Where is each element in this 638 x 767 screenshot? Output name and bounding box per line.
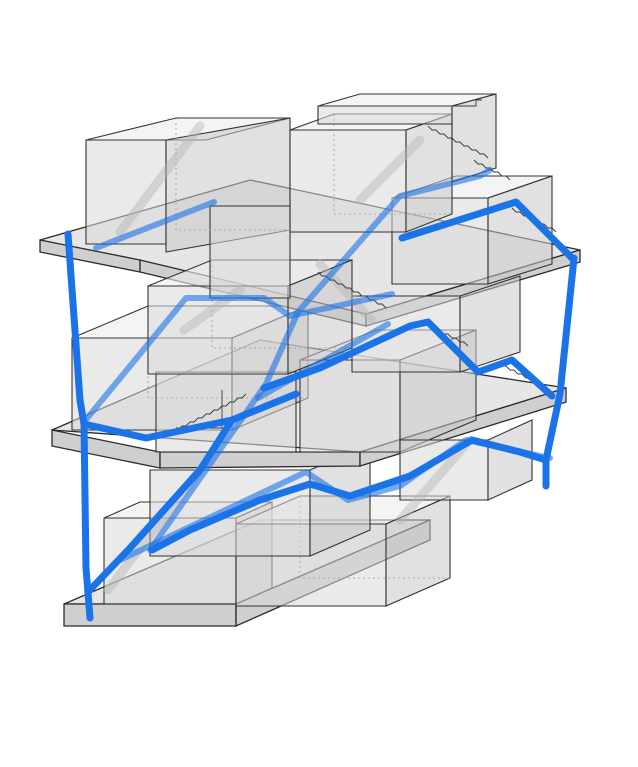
circulation-route-far-2 <box>81 291 395 425</box>
circulation-route-lower-diagonal <box>84 416 236 596</box>
circulation-route-upper-north <box>398 198 576 262</box>
volumes-roof <box>85 93 497 299</box>
circulation-route-middle <box>260 318 556 400</box>
circulation-route-west-diagonal <box>80 390 300 442</box>
circulation-route-lower <box>148 436 550 554</box>
circulation-route-east-riser <box>542 254 578 490</box>
circulation-route-far-1 <box>93 199 217 251</box>
circulation-routes-near <box>64 198 578 622</box>
